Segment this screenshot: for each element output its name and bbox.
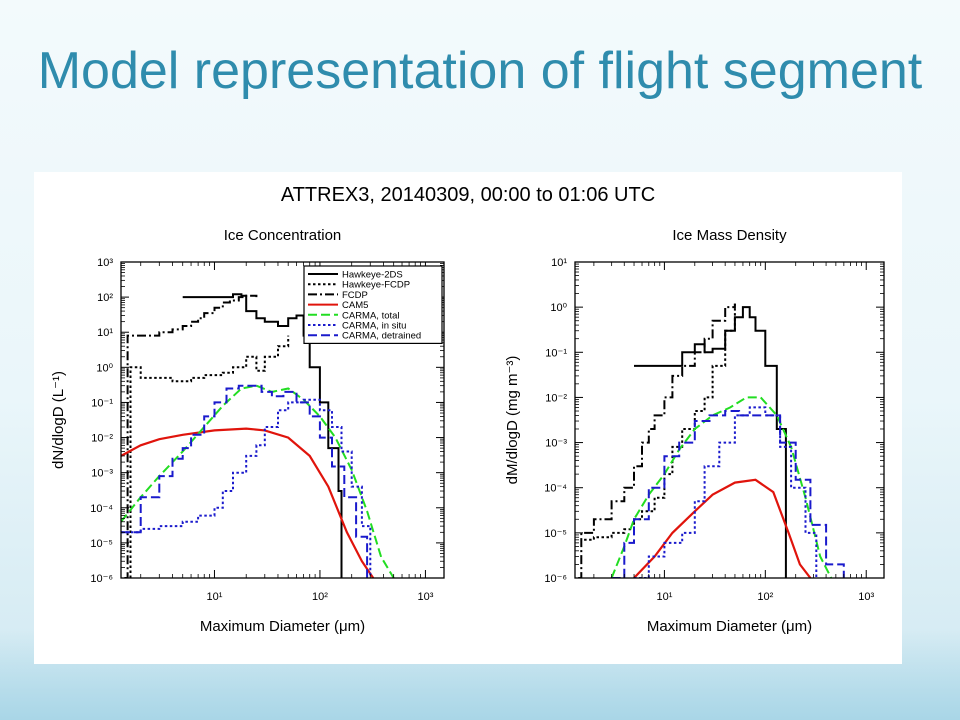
charts-canvas: Ice Concentration 10⁻⁶ 10⁻⁵ 10⁻⁴ 10⁻³ 10⁻² 10⁻…: [50, 227, 885, 635]
x-axis-label: Maximum Diameter (μm): [647, 618, 812, 635]
slide-title: Model representation of flight segment: [37, 41, 923, 100]
series-line-hawkeye-2ds: [634, 306, 787, 578]
legend-label: CARMA, detrained: [342, 331, 421, 342]
y-tick-label: 10⁰: [550, 302, 567, 314]
x-tick-label: 10³: [417, 591, 433, 603]
legend-label: CAM5: [342, 300, 368, 311]
y-axis-label: dM/dlogD (mg m⁻³): [504, 356, 521, 485]
series-line-fcdp: [124, 294, 258, 578]
y-tick-label: 10⁻²: [545, 392, 567, 404]
x-tick-label: 10²: [757, 591, 773, 603]
x-tick-label: 10¹: [656, 591, 672, 603]
series-line-hawkeye-fcdp: [584, 303, 736, 541]
y-tick-label: 10¹: [97, 327, 113, 339]
plot-frame: [574, 261, 885, 579]
series-line-carma-detrained: [611, 410, 845, 578]
legend-label: Hawkeye-FCDP: [342, 280, 410, 291]
y-tick-label: 10⁻⁵: [544, 528, 567, 540]
x-tick-label: 10²: [312, 591, 328, 603]
series-line-hawkeye-2ds: [182, 293, 343, 578]
y-tick-label: 10⁻⁶: [90, 573, 113, 585]
series-line-cam5: [121, 427, 375, 578]
y-tick-label: 10⁻¹: [91, 397, 113, 409]
y-tick-label: 10⁻⁶: [544, 573, 567, 585]
y-tick-label: 10⁻²: [91, 433, 113, 445]
y-tick-label: 10⁻⁴: [544, 483, 567, 495]
chart-title: Ice Concentration: [224, 227, 342, 244]
x-axis-label: Maximum Diameter (μm): [200, 618, 365, 635]
y-tick-label: 10⁻³: [545, 438, 567, 450]
series-line-carma-total: [121, 384, 395, 578]
plot-frame: [120, 261, 445, 579]
legend-label: CARMA, total: [342, 310, 400, 321]
y-tick-label: 10⁻³: [91, 468, 113, 480]
y-axis-label: dN/dlogD (L⁻¹): [50, 371, 67, 469]
chart-1: Ice Concentration 10⁻⁶ 10⁻⁵ 10⁻⁴ 10⁻³ 10⁻² 10⁻…: [50, 227, 445, 635]
series-line-carma-total: [610, 396, 833, 578]
series-line-carma-in-situ: [121, 398, 372, 578]
chart-title: Ice Mass Density: [672, 227, 787, 244]
x-tick-label: 10³: [858, 591, 874, 603]
y-tick-label: 10⁻¹: [545, 347, 567, 359]
figure-panel: ATTREX3, 20140309, 00:00 to 01:06 UTC Ic…: [34, 172, 902, 664]
series-line-cam5: [633, 478, 812, 578]
legend-label: FCDP: [342, 290, 368, 301]
legend-label: CARMA, in situ: [342, 321, 406, 332]
y-tick-label: 10³: [97, 257, 113, 269]
y-tick-label: 10⁻⁵: [90, 538, 113, 550]
series-line-carma-detrained: [121, 384, 369, 578]
x-tick-label: 10¹: [207, 591, 223, 603]
legend-label: Hawkeye-2DS: [342, 270, 403, 281]
chart-2: Ice Mass Density 10⁻⁶ 10⁻⁵ 10⁻⁴ 10⁻³ 10⁻² 10⁻¹…: [504, 227, 885, 635]
y-tick-label: 10¹: [551, 257, 567, 269]
y-tick-label: 10²: [97, 292, 113, 304]
y-tick-label: 10⁰: [96, 362, 113, 374]
series-line-carma-in-situ: [634, 406, 818, 578]
series-line-hawkeye-fcdp: [129, 335, 290, 578]
y-tick-label: 10⁻⁴: [90, 503, 113, 515]
figure-title: ATTREX3, 20140309, 00:00 to 01:06 UTC: [280, 184, 656, 206]
series-line-fcdp: [578, 303, 736, 578]
